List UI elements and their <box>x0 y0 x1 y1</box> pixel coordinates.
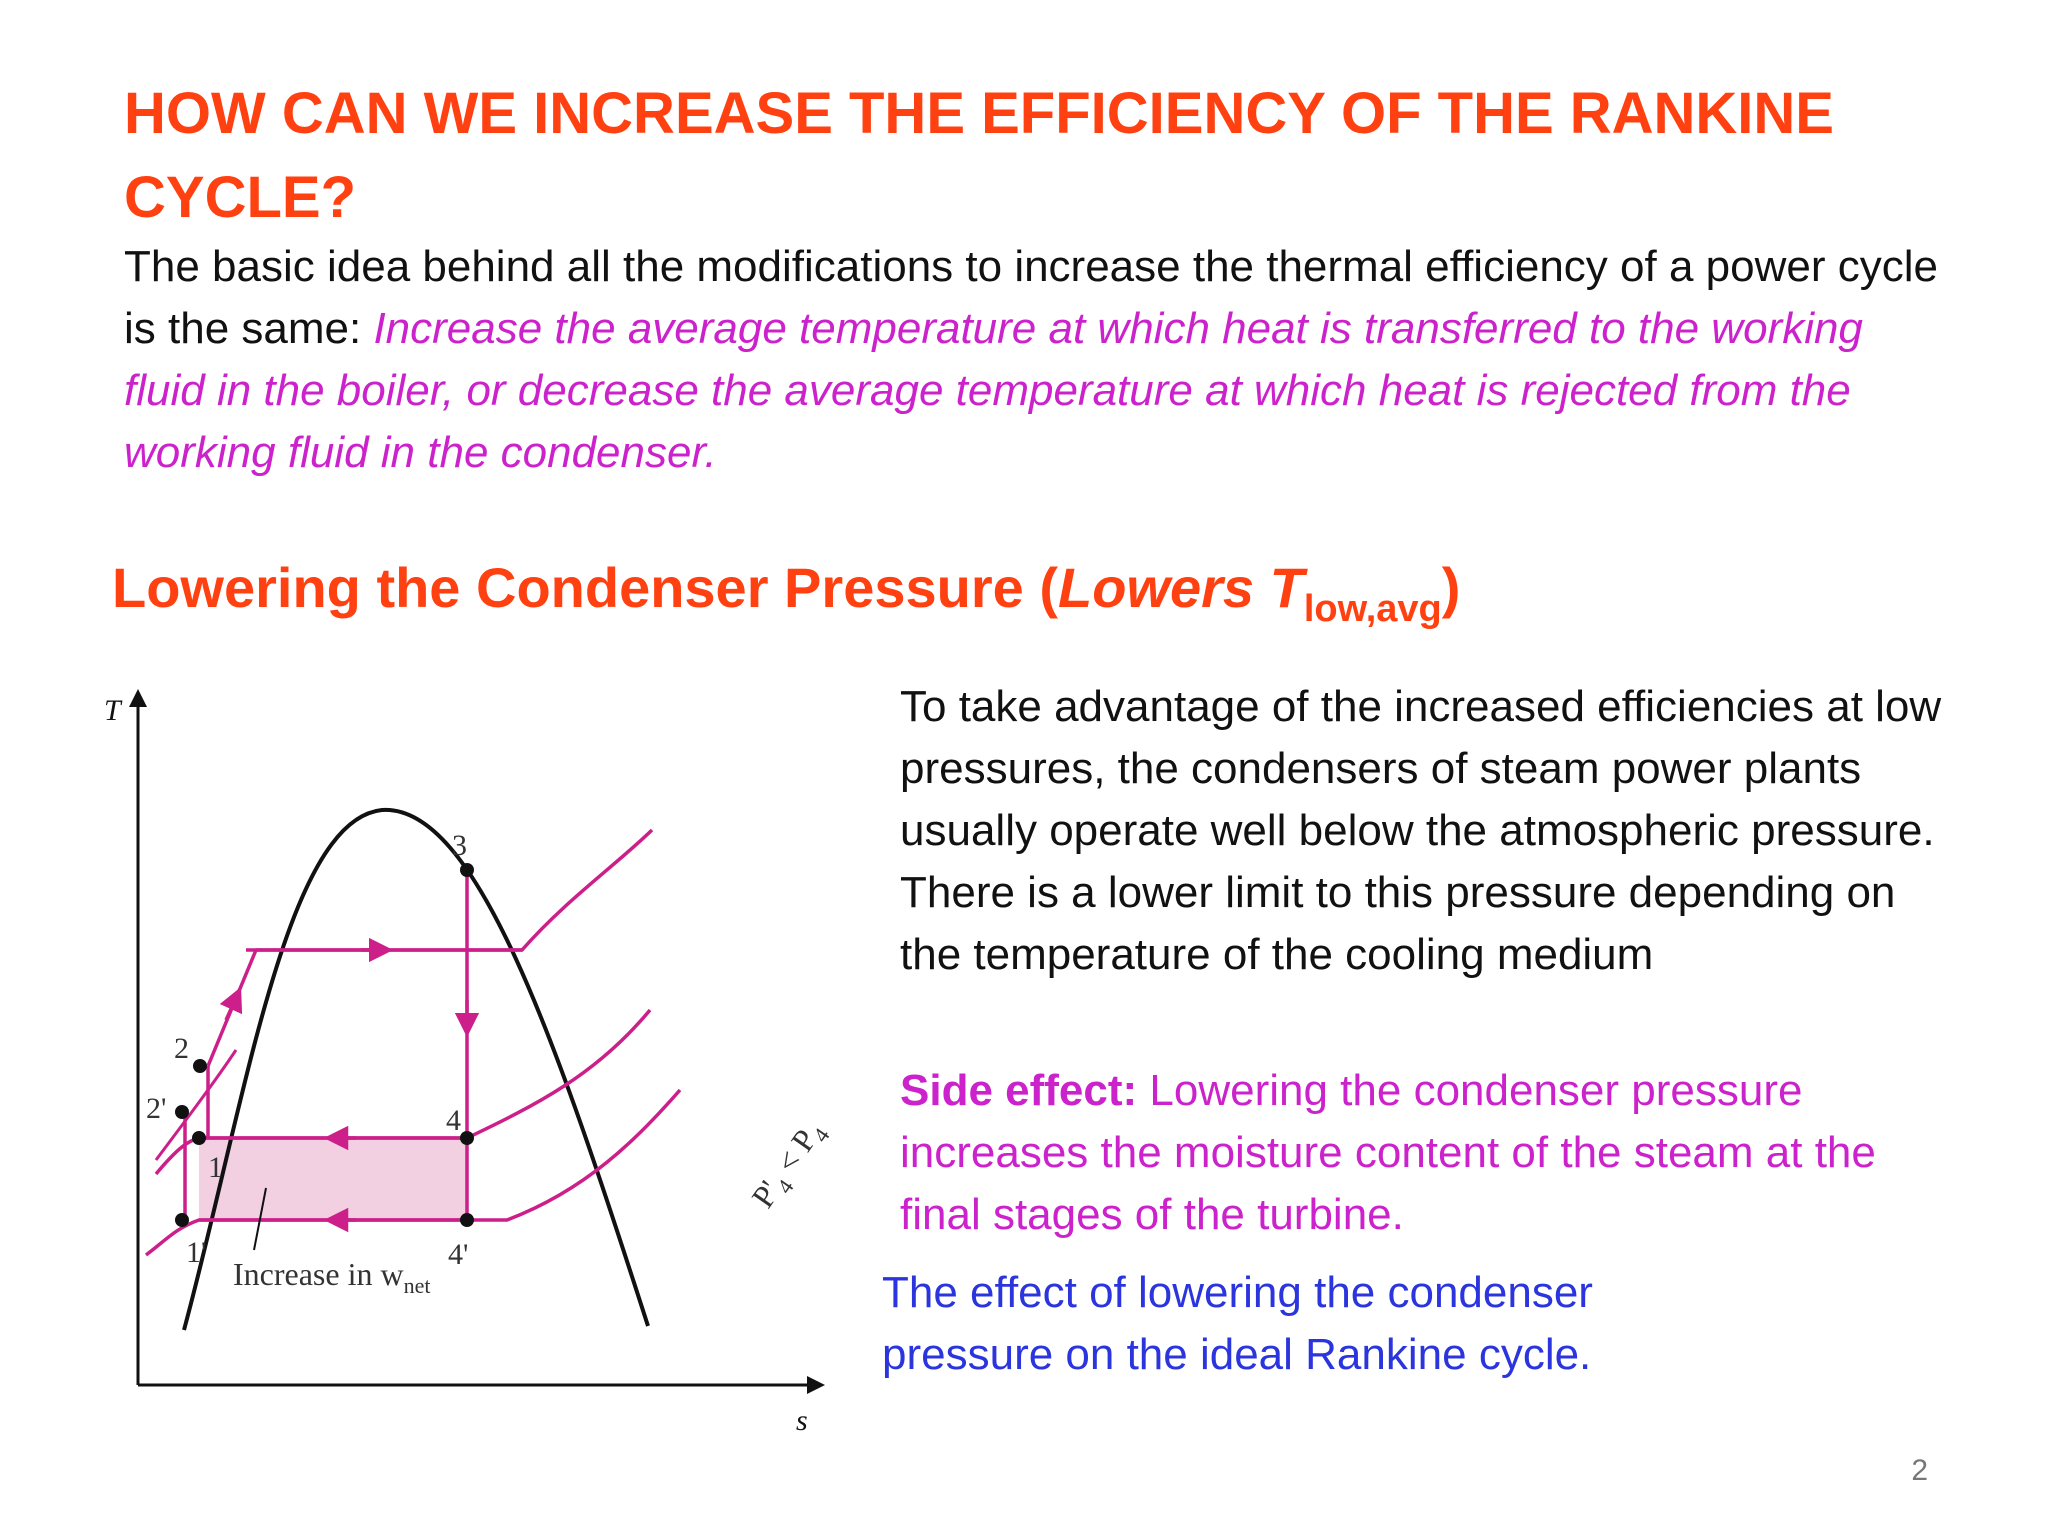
state-point-2prime <box>175 1105 189 1119</box>
pressure-curve-feed <box>154 1049 238 1161</box>
region-leader-line <box>253 1187 267 1251</box>
label-point-4: 4 <box>446 1104 461 1137</box>
saturation-dome <box>182 807 650 1331</box>
subtitle-subscript: low,avg <box>1303 588 1442 630</box>
x-axis-label: s <box>796 1404 808 1437</box>
pressure-curve-mid <box>154 1008 652 1176</box>
label-point-4prime: 4' <box>448 1238 468 1271</box>
region-label-sub: net <box>404 1273 431 1298</box>
section-subtitle: Lowering the Condenser Pressure (Lowers … <box>112 548 1712 649</box>
ts-diagram: T s 1 1' 2 2' 3 <box>104 689 835 1437</box>
subtitle-italic: Lowers T <box>1057 556 1304 619</box>
page-number: 2 <box>1911 1454 1928 1487</box>
explanation-paragraph: To take advantage of the increased effic… <box>900 682 1942 979</box>
side-effect-label: Side effect: <box>900 1066 1138 1115</box>
subtitle-main: Lowering the Condenser Pressure ( <box>112 556 1058 619</box>
region-label: Increase in wnet <box>233 1256 430 1298</box>
side-effect-text: Lowering the condenser pressure increase… <box>900 1066 1876 1239</box>
y-axis-label: T <box>104 694 123 727</box>
heat-arrow <box>219 986 243 1021</box>
subtitle-close: ) <box>1441 556 1461 619</box>
label-point-2: 2 <box>174 1032 189 1065</box>
state-point-4 <box>460 1131 474 1145</box>
intro-plain-text: The basic idea behind all the modificati… <box>124 242 1938 353</box>
increase-region <box>199 1138 467 1220</box>
side-effect-paragraph: Side effect: Lowering the condenser pres… <box>900 1060 1960 1246</box>
label-point-3: 3 <box>452 829 467 862</box>
pressure-curve-high <box>246 828 654 952</box>
state-point-3 <box>460 863 474 877</box>
figure-caption: The effect of lowering the condenser pre… <box>882 1268 1593 1379</box>
state-point-1prime <box>175 1213 189 1227</box>
label-point-2prime: 2' <box>146 1092 166 1125</box>
state-point-4prime <box>460 1213 474 1227</box>
pressure-compare-label: P'4 < P4 <box>744 1114 834 1218</box>
state-point-1 <box>192 1131 206 1145</box>
pressure-curve-low <box>144 1088 682 1257</box>
state-point-2 <box>193 1059 207 1073</box>
label-point-1: 1 <box>208 1151 223 1184</box>
region-label-text: Increase in w <box>233 1256 404 1292</box>
label-point-1prime: 1' <box>186 1236 206 1269</box>
intro-emphasis-text: Increase the average temperature at whic… <box>124 304 1863 477</box>
intro-paragraph: The basic idea behind all the modificati… <box>124 236 1944 484</box>
slide-title: HOW CAN WE INCREASE THE EFFICIENCY OF TH… <box>124 81 1834 230</box>
